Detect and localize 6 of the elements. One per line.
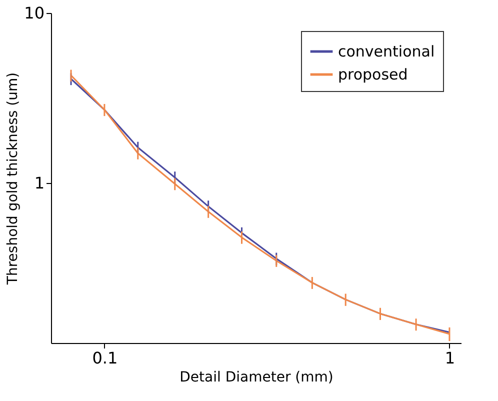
x-axis-title: Detail Diameter (mm) xyxy=(180,370,334,386)
y-axis-title: Threshold gold thickness (um) xyxy=(5,72,22,286)
legend-label: proposed xyxy=(338,66,408,84)
x-tick-label: 0.1 xyxy=(92,348,118,368)
y-tick-label: 10 xyxy=(24,4,44,22)
legend-label: conventional xyxy=(338,42,435,60)
